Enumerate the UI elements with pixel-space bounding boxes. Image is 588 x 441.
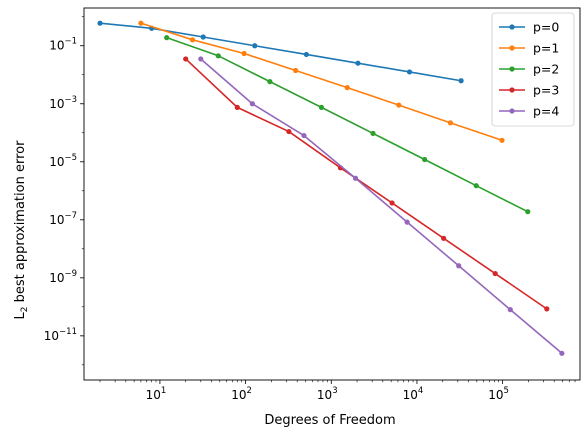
- axes-frame: [83, 7, 581, 381]
- data-point: [189, 37, 196, 43]
- legend-label: p=4: [533, 104, 559, 119]
- legend-marker: [509, 108, 515, 114]
- series-line: [166, 36, 529, 213]
- x-axis-label: Degrees of Freedom: [264, 413, 395, 428]
- data-point: [389, 200, 395, 206]
- series-p=0: [97, 20, 464, 84]
- data-point: [318, 104, 325, 110]
- legend-label: p=1: [533, 41, 559, 56]
- series-line: [185, 58, 548, 310]
- y-tick-label: 10−3: [49, 95, 77, 111]
- legend: p=0 p=1 p=2 p=3 p=4: [491, 12, 575, 127]
- data-point: [355, 60, 361, 66]
- data-point: [344, 85, 350, 91]
- legend-marker: [509, 66, 515, 72]
- legend-marker: [509, 45, 515, 51]
- data-point: [370, 130, 376, 137]
- x-tick-label: 105: [488, 386, 509, 402]
- data-point: [293, 67, 299, 74]
- data-point: [544, 306, 550, 312]
- legend-label: p=3: [533, 83, 559, 98]
- data-point: [456, 263, 462, 269]
- legend-marker: [509, 24, 515, 30]
- data-point: [404, 219, 410, 225]
- data-point: [215, 53, 221, 59]
- y-axis-label-rest: best approximation error: [13, 140, 28, 307]
- series-layer: [97, 20, 565, 356]
- data-point: [97, 20, 103, 26]
- series-p=4: [198, 56, 565, 356]
- series-p=2: [164, 35, 531, 215]
- data-point: [286, 128, 292, 135]
- data-point: [447, 120, 454, 126]
- x-tick-label: 101: [146, 386, 167, 402]
- data-point: [492, 270, 498, 277]
- data-point: [200, 34, 206, 40]
- legend-label: p=2: [533, 62, 559, 77]
- y-tick-label: 10−5: [49, 153, 77, 169]
- data-point: [301, 132, 307, 139]
- x-tick-label: 102: [231, 386, 252, 402]
- legend-item: p=2: [499, 62, 559, 77]
- data-point: [303, 51, 309, 58]
- y-tick-label: 10−7: [49, 211, 77, 227]
- data-point: [198, 56, 204, 62]
- series-p=1: [138, 20, 505, 143]
- data-point: [441, 235, 447, 241]
- data-point: [406, 69, 413, 75]
- legend-box: [491, 12, 575, 127]
- legend-item: p=4: [499, 104, 559, 119]
- data-point: [559, 350, 565, 356]
- data-point: [252, 43, 258, 49]
- series-line: [140, 22, 503, 142]
- x-tick-label: 103: [317, 386, 338, 402]
- data-point: [473, 183, 479, 189]
- legend-label: p=0: [533, 20, 559, 35]
- x-tick-label: 104: [403, 386, 424, 402]
- data-point: [352, 175, 359, 181]
- data-point: [249, 101, 255, 107]
- y-axis-ticks: 10−1 10−3 10−5 10−7 10−9 10−11: [44, 16, 84, 366]
- y-axis-label-subscript: 2: [20, 306, 30, 312]
- legend-item: p=0: [499, 20, 559, 35]
- x-axis-ticks: 101 102 103 104 105: [99, 380, 576, 402]
- y-axis-label: L2 best approximation error: [13, 140, 30, 320]
- data-point: [525, 209, 531, 215]
- y-tick-label: 10−9: [49, 269, 77, 285]
- y-tick-label: 10−1: [49, 37, 77, 53]
- data-point: [183, 56, 189, 62]
- series-line: [200, 58, 563, 354]
- data-point: [499, 137, 505, 143]
- data-point: [241, 50, 247, 57]
- legend-item: p=1: [499, 41, 559, 56]
- series-p=3: [183, 56, 550, 312]
- legend-marker: [509, 87, 515, 93]
- data-point: [138, 20, 144, 26]
- data-point: [267, 79, 273, 85]
- plot-area-border: [83, 7, 581, 381]
- legend-item: p=3: [499, 83, 559, 98]
- data-point: [164, 35, 170, 41]
- y-tick-label: 10−11: [44, 327, 77, 343]
- data-point: [458, 78, 464, 84]
- data-point: [507, 307, 513, 313]
- y-axis-label-main: L: [13, 311, 28, 319]
- data-point: [396, 102, 402, 108]
- data-point: [234, 104, 240, 110]
- data-point: [422, 156, 428, 163]
